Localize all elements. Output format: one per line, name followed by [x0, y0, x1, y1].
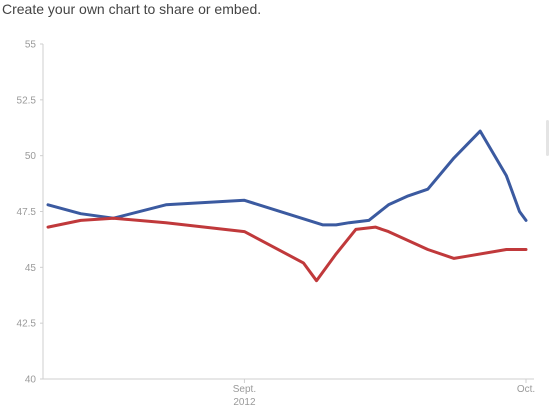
chart-header-text: Create your own chart to share or embed. [2, 1, 262, 17]
axes: 55 52.5 50 47.5 45 42.5 40 Sept. 2012 Oct. [17, 40, 536, 409]
y-tick-label: 50 [25, 151, 37, 162]
x-tick-label: Oct. [517, 384, 535, 395]
scrollbar-thumb[interactable] [546, 120, 549, 156]
series-lines [46, 129, 528, 283]
y-tick-label: 55 [25, 40, 37, 51]
y-tick-label: 40 [25, 375, 37, 386]
y-tick-label: 42.5 [17, 319, 37, 330]
series-line-1 [46, 129, 528, 227]
x-tick-label: Sept. [233, 384, 256, 395]
series-line-2 [46, 216, 528, 283]
y-tick-label: 45 [25, 263, 37, 274]
x-tick-label-year: 2012 [233, 397, 256, 408]
y-tick-label: 47.5 [17, 207, 37, 218]
y-tick-label: 52.5 [17, 95, 37, 106]
